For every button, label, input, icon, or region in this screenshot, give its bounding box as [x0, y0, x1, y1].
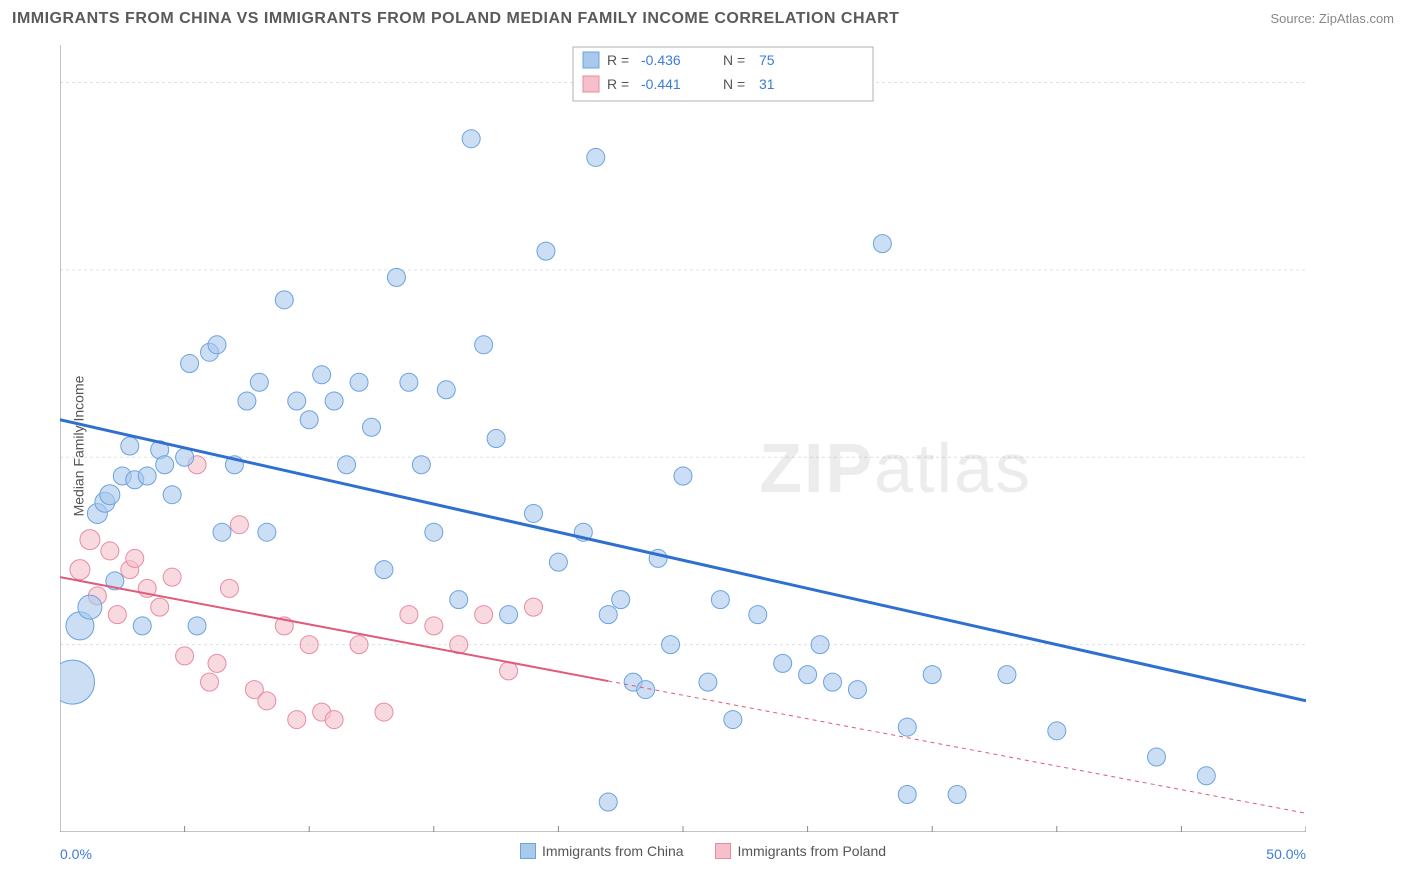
- svg-text:N =: N =: [723, 76, 745, 92]
- svg-text:N =: N =: [723, 52, 745, 68]
- svg-text:31: 31: [759, 76, 775, 92]
- legend-item-poland: Immigrants from Poland: [715, 843, 886, 859]
- svg-text:-0.441: -0.441: [641, 76, 681, 92]
- scatter-chart-svg: $100,000$150,000$200,000$250,000R =-0.43…: [60, 45, 1306, 832]
- svg-text:-0.436: -0.436: [641, 52, 681, 68]
- svg-text:R =: R =: [607, 76, 629, 92]
- legend-label: Immigrants from China: [542, 843, 684, 859]
- legend-swatch-icon: [715, 843, 731, 859]
- chart-title: IMMIGRANTS FROM CHINA VS IMMIGRANTS FROM…: [12, 10, 899, 28]
- legend-swatch-icon: [520, 843, 536, 859]
- svg-text:75: 75: [759, 52, 775, 68]
- legend-label: Immigrants from Poland: [737, 843, 886, 859]
- source-attribution: Source: ZipAtlas.com: [1270, 11, 1394, 26]
- chart-plot-area: $100,000$150,000$200,000$250,000R =-0.43…: [60, 45, 1306, 832]
- legend-item-china: Immigrants from China: [520, 843, 684, 859]
- svg-text:R =: R =: [607, 52, 629, 68]
- bottom-legend: Immigrants from China Immigrants from Po…: [0, 843, 1406, 862]
